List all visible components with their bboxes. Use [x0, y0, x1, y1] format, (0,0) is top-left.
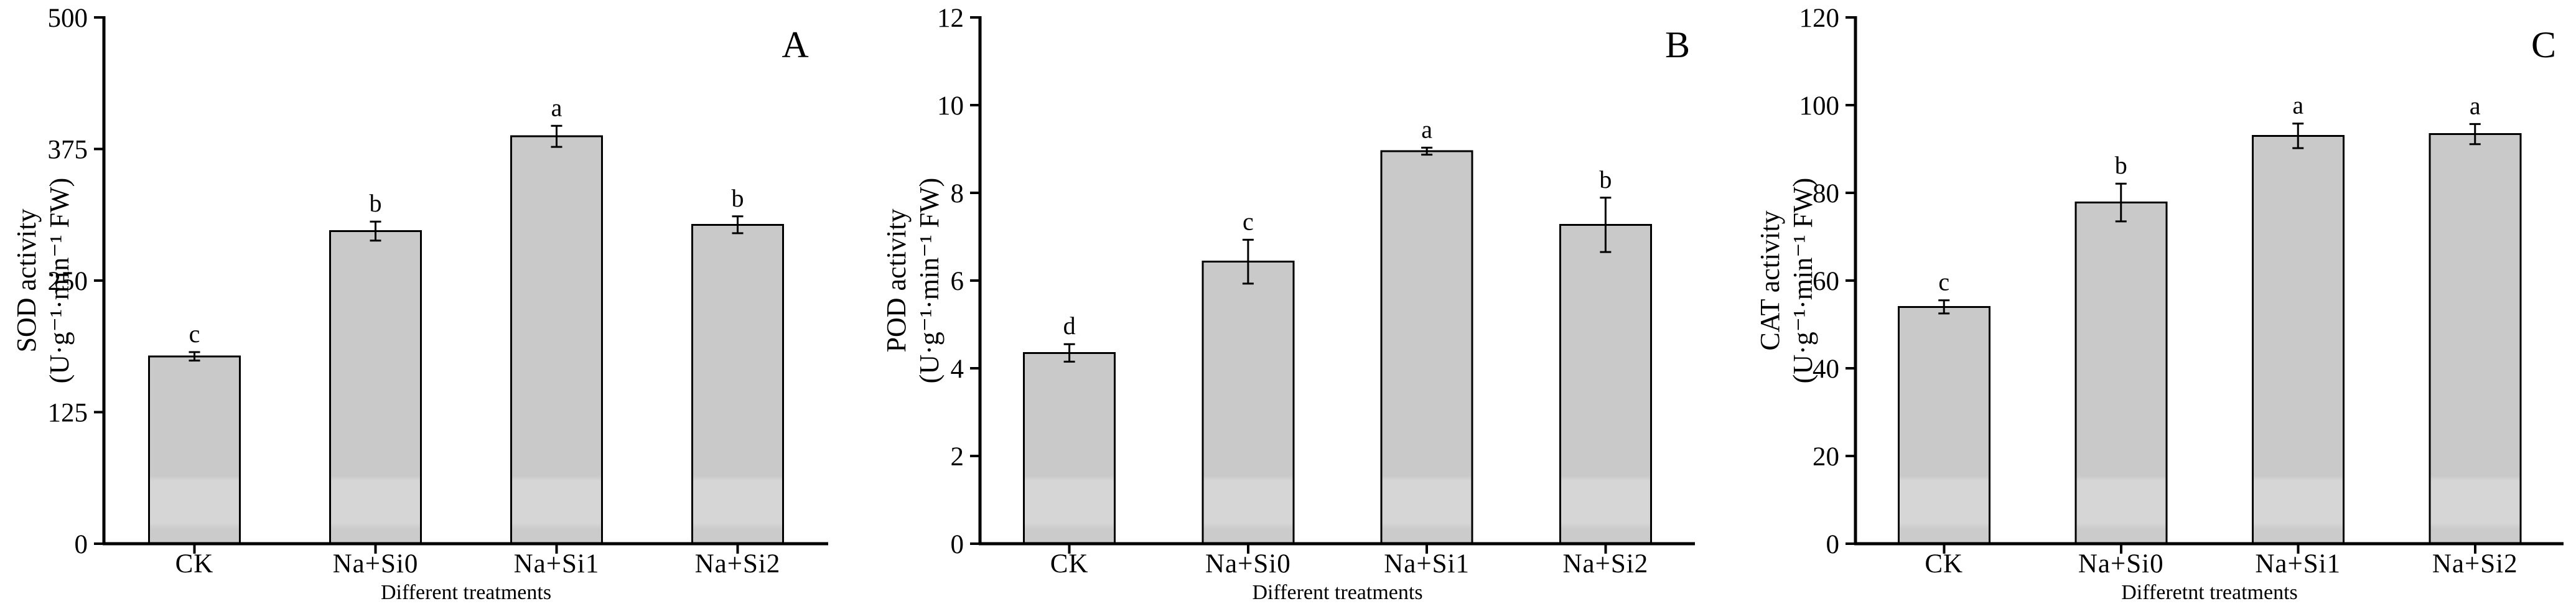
x-category-label: Na+Si2	[2432, 549, 2518, 579]
y-tick-label: 250	[48, 267, 88, 296]
y-tick-label: 20	[1813, 442, 1839, 472]
y-tick-label: 0	[1826, 530, 1840, 559]
y-tick-label: 120	[1799, 4, 1840, 33]
sod-activity-panel: 0 125 250 375 500 c CK b Na+Si0 a Na+Si1 b Na+Si2 SO…	[0, 0, 859, 614]
bar-Na+Si1	[1380, 150, 1473, 545]
y-tick-label: 2	[951, 442, 964, 472]
y-tick-label: 80	[1813, 179, 1839, 208]
significance-letter-Na+Si0: b	[2115, 151, 2127, 179]
y-tick-label: 10	[937, 91, 964, 121]
y-tick-label: 60	[1813, 267, 1839, 296]
bar-Na+Si1	[510, 135, 603, 545]
significance-letter-Na+Si1: a	[2292, 91, 2303, 119]
pod-bar-chart: 0 2 4 6 8 10 12 d CK c Na+Si0 a Na+Si1 b Na+Si2	[937, 4, 1695, 579]
x-category-label: Na+Si1	[514, 549, 600, 579]
y-tick-label: 375	[48, 136, 88, 165]
pod-activity-panel: 0 2 4 6 8 10 12 d CK c Na+Si0 a Na+Si1 b Na+Si2 POD ac…	[859, 0, 1717, 614]
significance-letter-CK: c	[1938, 268, 1949, 296]
x-category-label: CK	[175, 549, 214, 579]
significance-letter-CK: d	[1063, 312, 1076, 340]
bar-Na+Si2	[691, 223, 784, 545]
bar-Na+Si2	[2429, 133, 2522, 545]
panel-label: B	[1664, 24, 1691, 65]
bar-Na+Si1	[2251, 134, 2345, 545]
x-category-label: CK	[1925, 549, 1963, 579]
x-category-label: Na+Si2	[695, 549, 781, 579]
bar-Na+Si0	[1202, 261, 1295, 545]
panel-label: A	[782, 24, 809, 65]
y-axis-title: SOD activity (U·g⁻¹·min⁻¹ FW)	[11, 178, 77, 384]
significance-letter-Na+Si2: b	[1599, 165, 1612, 193]
x-axis-title: Different treatments	[380, 581, 552, 604]
cat-activity-panel: 0 20 40 60 80 100 120 c CK b Na+Si0 a Na+Si1 a Na+Si2 …	[1717, 0, 2576, 614]
y-tick-label: 500	[48, 4, 88, 33]
significance-letter-Na+Si1: a	[1421, 115, 1432, 143]
x-category-label: Na+Si2	[1562, 549, 1648, 579]
y-axis-title-units: (U·g⁻¹·min⁻¹ FW)	[1788, 177, 1818, 384]
x-category-label: Na+Si0	[2078, 549, 2164, 579]
y-axis-title-line: POD activity	[881, 208, 912, 353]
y-tick-label: 0	[951, 530, 964, 559]
bar-CK	[1897, 305, 1990, 545]
x-axis-title: Different treatments	[1252, 581, 1423, 604]
y-tick-label: 0	[75, 530, 88, 559]
cat-bar-chart: 0 20 40 60 80 100 120 c CK b Na+Si0 a Na+Si1 a Na+Si2	[1799, 4, 2564, 579]
y-tick-label: 100	[1799, 91, 1840, 121]
y-tick-label: 6	[951, 267, 964, 296]
bar-Na+Si0	[2074, 202, 2168, 545]
bar-CK	[1023, 351, 1116, 545]
x-category-label: Na+Si0	[1205, 549, 1291, 579]
y-axis-title: CAT activity (U·g⁻¹·min⁻¹ FW)	[1754, 178, 1820, 384]
significance-letter-CK: c	[189, 320, 200, 348]
significance-letter-Na+Si0: b	[370, 189, 382, 217]
y-axis-title: POD activity (U·g⁻¹·min⁻¹ FW)	[880, 178, 946, 384]
y-axis-title-line: SOD activity	[11, 208, 42, 353]
y-tick-label: 8	[951, 179, 964, 208]
x-category-label: CK	[1050, 549, 1089, 579]
bar-CK	[148, 355, 241, 545]
significance-letter-Na+Si2: a	[2470, 91, 2481, 119]
y-tick-label: 125	[48, 399, 88, 428]
significance-letter-Na+Si1: a	[551, 93, 562, 121]
x-category-label: Na+Si1	[2255, 549, 2341, 579]
y-tick-label: 4	[951, 355, 964, 384]
bar-Na+Si0	[329, 230, 422, 545]
significance-letter-Na+Si2: b	[732, 184, 744, 212]
y-axis-title-units: (U·g⁻¹·min⁻¹ FW)	[44, 177, 75, 384]
x-category-label: Na+Si1	[1384, 549, 1470, 579]
bar-Na+Si2	[1559, 223, 1652, 545]
y-tick-label: 40	[1813, 355, 1839, 384]
sod-bar-chart: 0 125 250 375 500 c CK b Na+Si0 a Na+Si1 b Na+Si2	[48, 4, 828, 579]
significance-letter-Na+Si0: c	[1243, 207, 1254, 235]
y-tick-label: 12	[937, 4, 964, 33]
x-category-label: Na+Si0	[333, 549, 419, 579]
panel-label: C	[2531, 24, 2557, 65]
x-axis-title: Differetnt treatments	[2121, 581, 2298, 604]
y-axis-title-units: (U·g⁻¹·min⁻¹ FW)	[914, 177, 945, 384]
y-axis-title-line: CAT activity	[1755, 210, 1786, 351]
